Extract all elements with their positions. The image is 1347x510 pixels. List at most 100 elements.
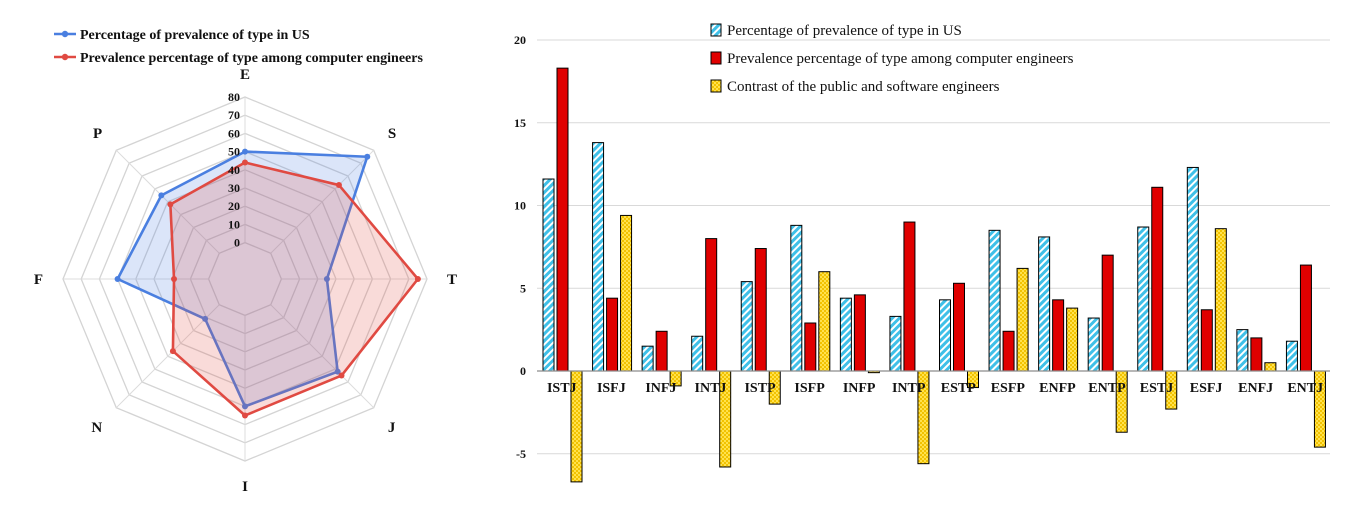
bar-enfp-series-3 xyxy=(1066,307,1079,372)
radar-chart: 0 10 20 30 40 50 60 70 80 E S T J I N F P Percentage of p… xyxy=(0,0,480,505)
bar-enfj-series-3 xyxy=(1264,362,1277,372)
bar-infp-series-1 xyxy=(839,297,852,372)
radar-legend-label: Prevalence percentage of type among comp… xyxy=(80,51,423,66)
bar-entj-series-1 xyxy=(1285,340,1298,372)
bar-isfj-series-2 xyxy=(606,297,619,372)
radar-radial-tick-label: 80 xyxy=(228,90,240,104)
bar-estp-series-2 xyxy=(953,282,965,372)
radar-axis-label: T xyxy=(447,272,457,288)
radar-series-1-point xyxy=(364,153,371,160)
bar-estp-series-1 xyxy=(939,299,951,372)
bar-isfj-series-1 xyxy=(592,142,605,372)
bar-x-tick-label: ENFP xyxy=(1039,381,1076,396)
radar-radial-tick-label: 0 xyxy=(234,236,240,250)
radar-series-2-point xyxy=(169,348,176,355)
bar-esfp-series-2 xyxy=(1002,330,1015,372)
radar-spoke xyxy=(270,304,375,409)
bar-entj-series-2 xyxy=(1299,264,1312,372)
radar-radial-tick-label: 60 xyxy=(228,126,240,140)
bar-esfj-series-1 xyxy=(1186,166,1199,372)
bar-enfj-series-2 xyxy=(1250,337,1263,372)
bar-x-tick-label: ENTP xyxy=(1088,381,1126,396)
bar-x-tick-label: INTJ xyxy=(695,381,727,396)
radar-legend-label: Percentage of prevalence of type in US xyxy=(80,28,310,43)
bar-intp-series-2 xyxy=(903,221,916,372)
bar-y-tick-label: -5 xyxy=(516,447,526,461)
radar-series-2-point xyxy=(414,276,421,282)
radar-series-2-point xyxy=(242,412,248,419)
bar-legend-label: Prevalence percentage of type among comp… xyxy=(727,51,1074,67)
radar-radial-tick-label: 10 xyxy=(228,217,240,231)
radar-spoke xyxy=(115,149,220,254)
radar-axis-label: E xyxy=(240,67,250,83)
bar-entp-series-2 xyxy=(1101,254,1114,372)
radar-axis-label: S xyxy=(388,126,396,142)
radar-series-1-point xyxy=(158,192,165,199)
bar-x-tick-label: ISTJ xyxy=(547,381,577,396)
bar-chart-svg: 20 15 10 5 0 -5 ISTJ ISFJ INFJ INTJ ISTP ISFP INFP IN… xyxy=(514,23,1330,483)
bar-x-tick-label: INFP xyxy=(843,381,876,396)
radar-axis-label: N xyxy=(91,420,102,436)
radar-chart-svg: 0 10 20 30 40 50 60 70 80E S T J I N F P Percentage of p… xyxy=(34,28,457,495)
bar-x-tick-label: ENFJ xyxy=(1238,381,1273,396)
radar-radial-tick-label: 30 xyxy=(228,181,240,195)
bar-estj-series-2 xyxy=(1151,186,1164,372)
radar-series-1-point xyxy=(334,368,341,375)
bar-legend-swatch xyxy=(710,23,722,37)
bar-esfp-series-1 xyxy=(988,229,1001,372)
radar-series-2-point xyxy=(335,182,342,189)
radar-series-2-point xyxy=(242,159,248,166)
radar-radial-tick-label: 40 xyxy=(228,163,240,177)
bar-intp-series-1 xyxy=(889,315,902,372)
radar-series-1-point xyxy=(114,276,121,282)
radar-radial-tick-label: 20 xyxy=(228,199,240,213)
bar-istj-series-1 xyxy=(542,178,555,372)
radar-radial-tick-label: 50 xyxy=(228,145,240,159)
bar-legend-swatch xyxy=(710,51,722,65)
bar-estj-series-1 xyxy=(1137,226,1150,372)
radar-axis-label: J xyxy=(388,420,396,436)
radar-radial-tick-label: 70 xyxy=(228,108,240,122)
bar-y-tick-label: 15 xyxy=(514,116,526,130)
bar-istp-series-2 xyxy=(754,248,767,372)
radar-series-2-point xyxy=(171,276,178,282)
bar-infj-series-1 xyxy=(641,345,654,372)
bar-x-tick-label: ISFJ xyxy=(597,381,626,396)
radar-series-1-point xyxy=(242,148,248,155)
radar-series-1-point xyxy=(242,403,248,410)
bar-intj-series-1 xyxy=(691,335,704,372)
bar-isfp-series-2 xyxy=(804,322,817,372)
bar-esfj-series-3 xyxy=(1214,228,1227,372)
bar-x-tick-label: ISTP xyxy=(744,381,776,396)
bar-legend-swatch xyxy=(710,79,722,93)
bar-x-tick-label: ESTJ xyxy=(1140,381,1173,396)
radar-series-2-point xyxy=(338,372,345,379)
radar-axis-label: P xyxy=(93,126,102,142)
bar-infj-series-2 xyxy=(655,330,668,372)
bar-y-tick-label: 10 xyxy=(514,199,526,213)
bar-x-tick-label: ENTJ xyxy=(1287,381,1323,396)
bar-enfp-series-2 xyxy=(1052,299,1065,372)
radar-series-2-area xyxy=(169,161,420,417)
radar-series-2-point xyxy=(167,201,174,208)
bar-x-tick-label: ESFP xyxy=(991,381,1026,396)
radar-series-1-point xyxy=(323,276,330,282)
bar-isfj-series-3 xyxy=(620,214,633,372)
bar-chart: 20 15 10 5 0 -5 ISTJ ISFJ INFJ INTJ ISTP ISFP INFP IN… xyxy=(480,0,1347,505)
radar-axis-label: I xyxy=(242,479,248,495)
radar-legend-marker xyxy=(61,53,69,61)
bar-enfp-series-1 xyxy=(1038,236,1051,372)
bar-enfj-series-1 xyxy=(1236,329,1249,372)
bar-legend-label: Contrast of the public and software engi… xyxy=(727,79,1000,95)
bar-infp-series-2 xyxy=(853,294,866,372)
radar-spoke xyxy=(270,149,375,254)
bar-esfp-series-3 xyxy=(1016,267,1029,372)
bar-esfj-series-2 xyxy=(1200,309,1213,372)
bar-y-tick-label: 5 xyxy=(520,281,526,295)
bar-intj-series-2 xyxy=(705,238,718,372)
bar-isfp-series-1 xyxy=(790,224,803,372)
bar-isfp-series-3 xyxy=(818,271,831,372)
bar-x-tick-label: ESFJ xyxy=(1190,381,1223,396)
radar-spoke xyxy=(115,304,220,409)
bar-y-tick-label: 0 xyxy=(520,364,526,378)
